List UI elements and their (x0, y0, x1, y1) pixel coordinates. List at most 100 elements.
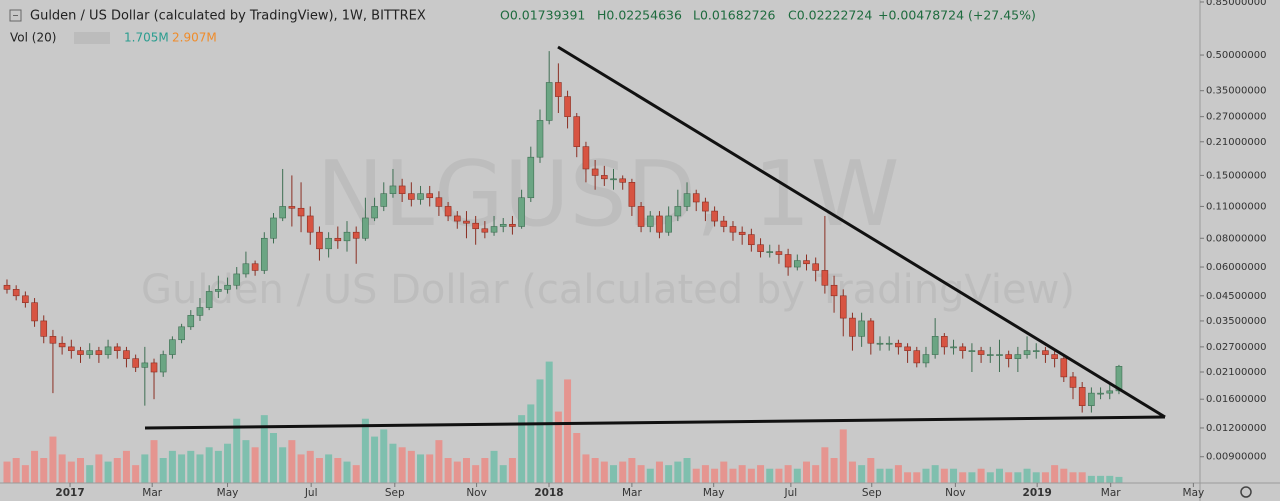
volume-bar (361, 418, 369, 483)
candle (159, 350, 167, 377)
plot-area (3, 51, 1123, 483)
trend-line (144, 415, 1166, 430)
volume-bar (554, 411, 562, 483)
candle-body (720, 220, 728, 227)
volume-bar (132, 465, 140, 483)
candle-body (959, 346, 967, 351)
volume-bar (288, 440, 296, 483)
volume-bar (536, 379, 544, 483)
candle (408, 182, 415, 207)
candle (573, 113, 581, 158)
collapse-button[interactable] (9, 9, 22, 22)
candle-body (518, 197, 525, 227)
candle (766, 244, 774, 258)
candle (463, 211, 470, 239)
candle (977, 346, 985, 363)
candle (619, 175, 626, 190)
candle (830, 275, 838, 313)
y-tick-label: 0.21000000 (1206, 137, 1266, 148)
volume-bar (940, 468, 948, 483)
candle (169, 336, 176, 359)
candle-body (591, 168, 599, 176)
candle (123, 346, 130, 368)
volume-bar (591, 458, 599, 483)
candle (720, 215, 728, 233)
indicator-buttons[interactable] (74, 32, 110, 44)
volume-bar (711, 468, 719, 483)
candle (178, 323, 185, 344)
candle-body (150, 362, 158, 373)
high-label: H0.02254636 (597, 8, 682, 23)
candle-body (49, 336, 57, 344)
volume-bar (738, 465, 746, 483)
candle-body (169, 339, 176, 355)
candle-body (3, 284, 11, 290)
volume-bar (720, 461, 728, 483)
candle (40, 315, 48, 344)
candle-body (178, 326, 185, 341)
candle-body (472, 222, 479, 230)
candle (941, 333, 948, 355)
candle-body (113, 346, 121, 351)
candle (86, 343, 93, 359)
volume-bar (1014, 472, 1022, 483)
candle (968, 343, 976, 373)
candle (646, 211, 654, 233)
volume-bar (747, 468, 755, 483)
candle (637, 201, 645, 233)
candle-body (40, 320, 48, 337)
candle-body (141, 362, 149, 368)
candle (1051, 350, 1058, 368)
volume-bar (968, 472, 976, 483)
volume-bar (77, 458, 85, 483)
watermark-description: Gulden / US Dollar (calculated by Tradin… (141, 267, 1075, 313)
volume-indicator[interactable]: Vol (20) (10, 31, 56, 45)
candle (481, 221, 489, 239)
symbol-title[interactable]: Gulden / US Dollar (calculated by Tradin… (30, 9, 426, 24)
volume-bar (766, 468, 774, 483)
candle (518, 189, 525, 229)
candle-body (509, 223, 516, 227)
volume-bar (646, 468, 654, 483)
volume-bar (885, 468, 893, 483)
volume-bar (894, 465, 902, 483)
candle (141, 346, 149, 406)
candle-body (1097, 392, 1104, 395)
y-tick-label: 0.01600000 (1206, 394, 1266, 405)
candle (803, 254, 810, 271)
candle-body (555, 82, 562, 97)
volume-bar (573, 433, 581, 483)
y-tick-label: 0.27000000 (1206, 112, 1266, 123)
volume-bar (407, 450, 415, 483)
volume-bar (977, 468, 985, 483)
candle-body (398, 185, 406, 194)
volume-bar (187, 450, 195, 483)
x-tick-label: Mar (1101, 487, 1121, 499)
candle-body (665, 215, 672, 233)
candle-body (1115, 366, 1123, 392)
candle (711, 206, 718, 227)
candle (417, 185, 424, 205)
settings-icon[interactable] (1240, 486, 1252, 498)
candle-body (31, 302, 38, 322)
volume-bar (214, 450, 222, 483)
gear[interactable] (1240, 486, 1252, 498)
candle (545, 51, 553, 125)
legend: Gulden / US Dollar (calculated by Tradin… (9, 8, 1036, 45)
candle-body (619, 178, 626, 183)
candle (215, 275, 222, 299)
volume-bar (325, 454, 333, 483)
candle (343, 221, 351, 252)
volume-bar (472, 465, 480, 483)
candle (867, 318, 875, 355)
candle (849, 312, 856, 351)
candle-body (1069, 376, 1077, 388)
candle-body (573, 116, 581, 147)
x-tick-label: Sep (385, 487, 405, 499)
volume-bar (40, 458, 48, 483)
candle-body (794, 260, 801, 268)
candle (260, 232, 268, 274)
volume-bar (398, 447, 406, 483)
volume-bar (297, 454, 305, 483)
candle-body (922, 354, 930, 364)
